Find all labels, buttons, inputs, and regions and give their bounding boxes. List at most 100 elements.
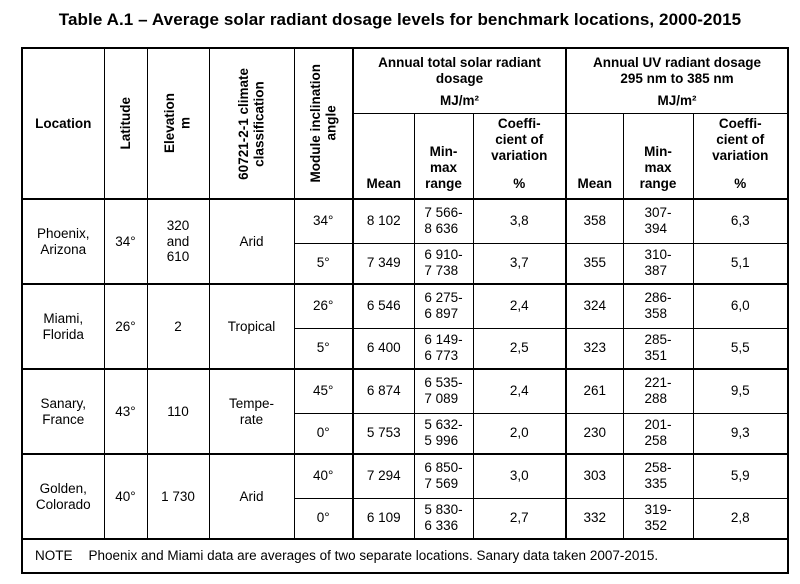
cell-total-range: 6 535- 7 089 [413, 368, 474, 414]
group-uv-unit: MJ/m² [657, 93, 697, 109]
note-text: Phoenix and Miami data are averages of t… [88, 548, 659, 564]
cell-uv-cov: 2,8 [692, 497, 789, 540]
cell-climate: Tropical [208, 283, 295, 370]
range-value: 6 910- 7 738 [424, 247, 463, 279]
header-uv-mean: Mean [565, 113, 624, 200]
cell-location: Golden, Colorado [21, 453, 105, 540]
cell-uv-mean: 332 [565, 497, 624, 540]
cell-total-range: 6 149- 6 773 [413, 327, 474, 370]
header-uv-cov-unit: % [734, 176, 747, 192]
cell-uv-mean: 358 [565, 198, 624, 244]
group-total-unit: MJ/m² [440, 93, 480, 109]
cell-total-cov: 2,0 [472, 412, 567, 455]
range-value: 6 275- 6 897 [424, 290, 463, 322]
note-label: NOTE [35, 548, 73, 564]
cell-location: Phoenix, Arizona [21, 198, 105, 285]
cell-climate: Tempe- rate [208, 368, 295, 455]
cell-climate: Arid [208, 198, 295, 285]
table-row: 5° 7 349 6 910- 7 738 3,7 355 310- 387 5… [22, 242, 789, 285]
cell-elevation: 320 and 610 [146, 198, 210, 285]
note-cell: NOTE Phoenix and Miami data are averages … [21, 538, 789, 574]
range-value: 319- 352 [644, 502, 672, 534]
cell-uv-range: 307- 394 [622, 198, 694, 244]
cell-total-cov: 2,7 [472, 497, 567, 540]
header-climate: 60721-2-1 climate classification [208, 47, 295, 200]
header-total-minmax-label: Min- max range [425, 144, 462, 192]
table-title: Table A.1 – Average solar radiant dosage… [58, 10, 742, 29]
cell-total-mean: 6 109 [352, 497, 415, 540]
range-value: 6 149- 6 773 [424, 332, 463, 364]
cell-uv-range: 221- 288 [622, 368, 694, 414]
cell-uv-range: 258- 335 [622, 453, 694, 499]
header-latitude-label: Latitude [117, 97, 133, 150]
header-total-cov-unit: % [513, 176, 526, 192]
header-elevation-label: Elevation m [162, 93, 193, 154]
cell-total-mean: 7 294 [352, 453, 415, 499]
cell-location: Miami, Florida [21, 283, 105, 370]
cell-total-range: 7 566- 8 636 [413, 198, 474, 244]
range-value: 201- 258 [644, 417, 672, 449]
header-location: Location [21, 47, 105, 200]
cell-latitude: 40° [103, 453, 148, 540]
cell-total-mean: 8 102 [352, 198, 415, 244]
cell-angle: 45° [293, 368, 354, 414]
cell-uv-range: 319- 352 [622, 497, 694, 540]
cell-angle: 26° [293, 283, 354, 329]
cell-angle: 0° [293, 497, 354, 540]
cell-total-cov: 2,5 [472, 327, 567, 370]
cell-total-range: 6 275- 6 897 [413, 283, 474, 329]
range-value: 6 535- 7 089 [424, 375, 463, 407]
header-group-uv: Annual UV radiant dosage 295 nm to 385 n… [565, 47, 789, 114]
range-value: 286- 358 [644, 290, 672, 322]
range-value: 5 830- 6 336 [424, 502, 463, 534]
cell-latitude: 43° [103, 368, 148, 455]
range-value: 307- 394 [644, 205, 672, 237]
cell-total-mean: 6 874 [352, 368, 415, 414]
group-total-title: Annual total solar radiant dosage [378, 55, 541, 86]
cell-uv-cov: 6,0 [692, 283, 789, 329]
header-total-mean: Mean [352, 113, 415, 200]
cell-uv-mean: 324 [565, 283, 624, 329]
range-value: 310- 387 [644, 247, 672, 279]
cell-elevation: 110 [146, 368, 210, 455]
cell-location: Sanary, France [21, 368, 105, 455]
header-module-angle-label: Module inclination angle [307, 64, 339, 183]
cell-total-mean: 5 753 [352, 412, 415, 455]
cell-total-cov: 2,4 [472, 368, 567, 414]
cell-total-range: 5 632- 5 996 [413, 412, 474, 455]
cell-total-cov: 3,7 [472, 242, 567, 285]
cell-uv-mean: 355 [565, 242, 624, 285]
table-row: Miami, Florida 26° 2 Tropical 26° 6 546 … [21, 283, 789, 370]
header-total-cov: Coeffi- cient of variation % [472, 113, 567, 200]
cell-uv-range: 286- 358 [622, 283, 694, 329]
cell-angle: 34° [293, 198, 354, 244]
cell-uv-mean: 323 [565, 327, 624, 370]
cell-uv-range: 310- 387 [622, 242, 694, 285]
header-total-minmax: Min- max range [413, 113, 474, 200]
header-latitude: Latitude [103, 47, 148, 200]
header-location-label: Location [35, 115, 92, 131]
header-total-cov-label: Coeffi- cient of variation [491, 116, 548, 164]
solar-dosage-table: Location Latitude Elevation m 60721-2-1 … [21, 47, 790, 574]
cell-total-cov: 2,4 [472, 283, 567, 329]
range-value: 221- 288 [644, 375, 672, 407]
range-value: 5 632- 5 996 [424, 417, 463, 449]
cell-uv-cov: 5,9 [692, 453, 789, 499]
cell-total-mean: 6 546 [352, 283, 415, 329]
cell-total-cov: 3,0 [472, 453, 567, 499]
range-value: 7 566- 8 636 [424, 205, 463, 237]
header-climate-label: 60721-2-1 climate classification [235, 67, 267, 180]
header-module-angle: Module inclination angle [293, 47, 354, 200]
cell-uv-cov: 9,3 [692, 412, 789, 455]
cell-total-cov: 3,8 [472, 198, 567, 244]
table-row: Phoenix, Arizona 34° 320 and 610 Arid 34… [21, 198, 789, 285]
cell-latitude: 26° [103, 283, 148, 370]
cell-uv-cov: 9,5 [692, 368, 789, 414]
cell-angle: 5° [293, 242, 354, 285]
cell-total-range: 6 850- 7 569 [413, 453, 474, 499]
cell-angle: 40° [293, 453, 354, 499]
header-group-total: Annual total solar radiant dosage MJ/m² [351, 47, 567, 114]
header-uv-minmax-label: Min- max range [639, 144, 677, 192]
table-row: Golden, Colorado 40° 1 730 Arid 40° 7 29… [21, 453, 789, 540]
